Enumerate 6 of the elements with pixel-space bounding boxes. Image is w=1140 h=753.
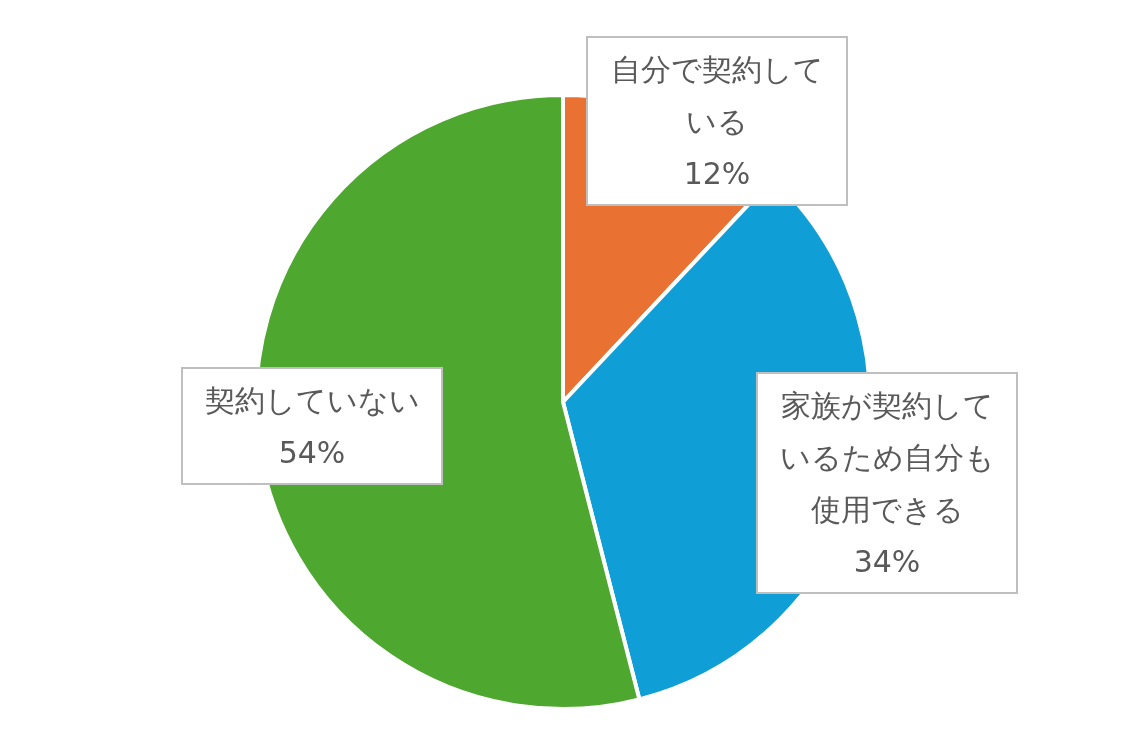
slice-label: 契約していない xyxy=(204,383,420,418)
data-label: 12% xyxy=(683,156,751,191)
data-label: 54% xyxy=(278,435,346,470)
slice-label: 自分で契約している xyxy=(610,52,824,139)
data-label: 34% xyxy=(853,544,921,579)
slice-label: 家族が契約しているため自分も使用できる xyxy=(779,388,995,527)
